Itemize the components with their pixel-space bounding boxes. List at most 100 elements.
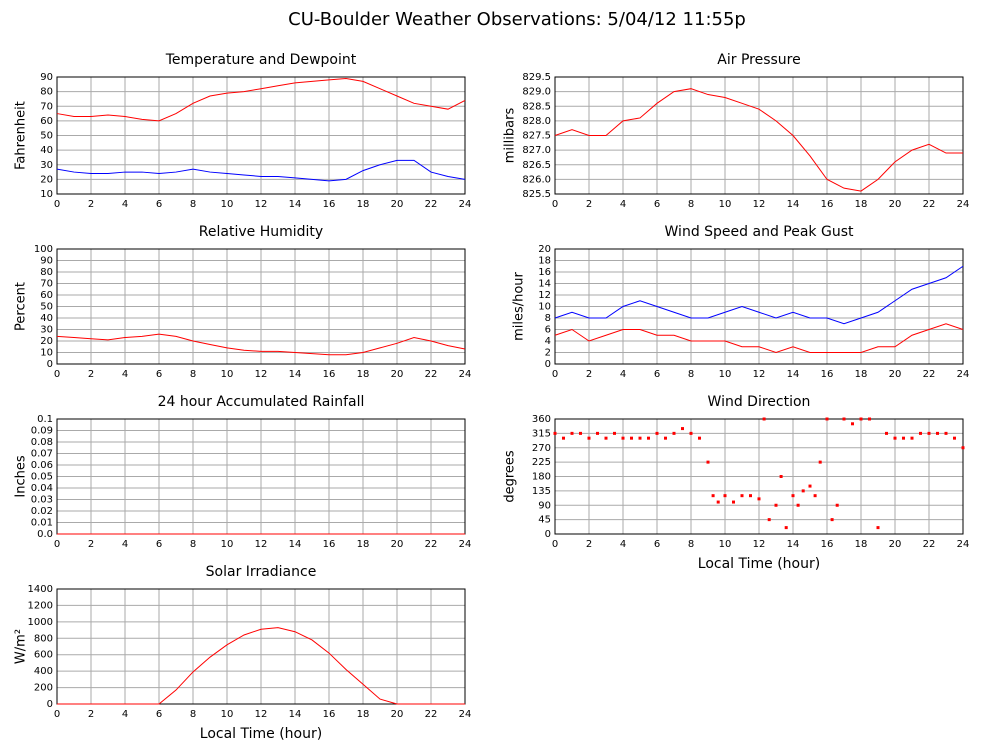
y-tick-label: 827.5 [522, 131, 551, 142]
x-tick-label: 22 [425, 199, 438, 210]
x-tick-label: 2 [586, 539, 592, 550]
scatter-point [885, 431, 888, 435]
series-line [56, 333, 466, 356]
x-tick-label: 0 [552, 199, 558, 210]
scatter-point [711, 494, 715, 498]
scatter-point [876, 526, 880, 530]
y-tick-label: 10 [40, 189, 53, 200]
scatter-point [796, 503, 800, 507]
x-tick-label: 8 [688, 369, 694, 380]
x-tick-label: 22 [923, 369, 936, 380]
scatter-point [825, 417, 829, 421]
y-tick-label: 10 [538, 302, 551, 313]
scatter-point [859, 417, 863, 421]
x-tick-label: 24 [459, 539, 472, 550]
y-tick-label: 80 [40, 267, 53, 278]
x-tick-label: 18 [855, 199, 868, 210]
y-tick-label: 20 [40, 336, 53, 347]
y-tick-label: 90 [40, 256, 53, 267]
y-tick-label: 20 [538, 244, 551, 255]
x-tick-label: 24 [957, 539, 970, 550]
y-tick-label: 1000 [28, 617, 53, 628]
scatter-point [808, 484, 812, 488]
y-tick-label: 60 [40, 116, 53, 127]
y-tick-label: 0.02 [31, 506, 53, 517]
x-tick-label: 20 [391, 539, 404, 550]
x-tick-label: 24 [459, 199, 472, 210]
x-tick-label: 16 [323, 199, 336, 210]
x-tick-label: 10 [221, 539, 234, 550]
scatter-point [706, 460, 710, 464]
x-tick-label: 22 [425, 709, 438, 720]
scatter-point [604, 436, 608, 440]
y-tick-label: 0.0 [37, 529, 53, 540]
y-tick-label: 1200 [28, 600, 53, 611]
x-tick-label: 6 [654, 369, 660, 380]
y-tick-label: 826.0 [522, 174, 551, 185]
y-axis-label: Inches [14, 455, 29, 497]
scatter-point [689, 431, 693, 435]
x-tick-label: 8 [190, 709, 196, 720]
y-tick-label: 225 [532, 457, 551, 468]
x-tick-label: 2 [586, 199, 592, 210]
y-tick-label: 315 [532, 428, 551, 439]
y-tick-label: 6 [545, 325, 551, 336]
y-tick-label: 45 [538, 515, 551, 526]
y-tick-label: 10 [40, 348, 53, 359]
x-tick-label: 8 [190, 199, 196, 210]
y-tick-label: 50 [40, 131, 53, 142]
scatter-point [830, 518, 834, 522]
y-tick-label: 30 [40, 325, 53, 336]
x-tick-label: 0 [54, 539, 60, 550]
scatter-point [893, 436, 897, 440]
y-tick-label: 600 [34, 650, 53, 661]
x-tick-label: 16 [821, 199, 834, 210]
scatter-point [910, 436, 914, 440]
scatter-point [779, 475, 783, 478]
x-tick-label: 0 [552, 539, 558, 550]
x-tick-label: 4 [620, 369, 626, 380]
x-tick-label: 6 [156, 199, 162, 210]
y-tick-label: 0 [47, 359, 53, 370]
y-tick-label: 0.05 [31, 472, 53, 483]
series-line [554, 88, 963, 192]
y-tick-label: 8 [545, 313, 551, 324]
x-tick-label: 2 [586, 369, 592, 380]
y-tick-label: 100 [34, 244, 53, 255]
x-tick-label: 12 [753, 199, 766, 210]
y-axis-label: Percent [14, 282, 29, 331]
chart-title: Air Pressure [717, 52, 800, 68]
y-tick-label: 828.0 [522, 116, 551, 127]
x-tick-label: 4 [620, 199, 626, 210]
y-tick-label: 20 [40, 174, 53, 185]
scatter-point [953, 436, 956, 440]
x-tick-label: 6 [654, 199, 660, 210]
x-tick-label: 22 [425, 539, 438, 550]
scatter-point [818, 460, 822, 464]
scatter-point [944, 431, 948, 435]
y-axis-label: miles/hour [512, 271, 527, 340]
scatter-point [774, 503, 778, 507]
series-line [554, 265, 964, 325]
x-tick-label: 24 [957, 369, 970, 380]
x-tick-label: 4 [122, 369, 128, 380]
x-tick-label: 6 [156, 369, 162, 380]
x-tick-label: 20 [889, 539, 902, 550]
y-tick-label: 0.06 [31, 460, 53, 471]
x-tick-label: 12 [255, 199, 268, 210]
plot-frame [56, 248, 466, 365]
x-tick-label: 6 [654, 539, 660, 550]
scatter-point [842, 417, 846, 421]
x-tick-label: 12 [753, 369, 766, 380]
x-tick-label: 6 [156, 539, 162, 550]
y-tick-label: 827.0 [522, 145, 551, 156]
scatter-point [757, 497, 761, 501]
chart-title: Wind Speed and Peak Gust [665, 224, 854, 240]
x-tick-label: 12 [255, 539, 268, 550]
x-tick-label: 14 [787, 539, 800, 550]
y-tick-label: 0.01 [31, 518, 53, 529]
x-axis-label: Local Time (hour) [698, 556, 820, 572]
x-tick-label: 16 [323, 539, 336, 550]
